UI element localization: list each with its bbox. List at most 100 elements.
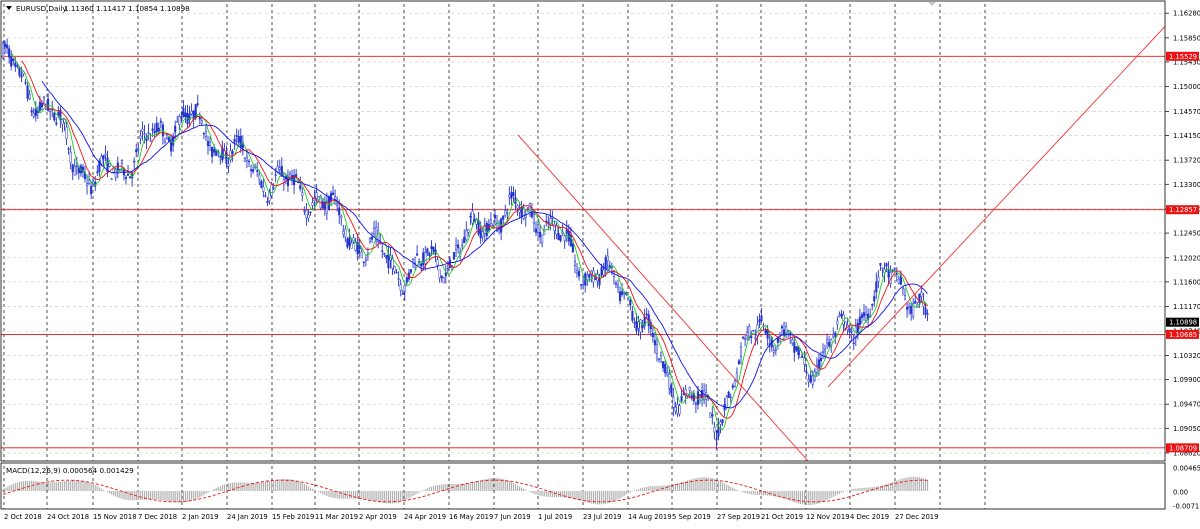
candle-body <box>875 281 878 293</box>
date-tick-label: 23 Jul 2019 <box>583 513 621 521</box>
candle-body <box>807 379 810 382</box>
candle-body <box>491 224 494 227</box>
candle-body <box>147 132 150 134</box>
candle-body <box>571 243 574 253</box>
candle-body <box>344 229 347 238</box>
candle-body <box>895 272 898 275</box>
candle-body <box>81 166 85 173</box>
candle-body <box>750 335 753 339</box>
candle-body <box>405 277 408 283</box>
candle-body <box>71 164 74 172</box>
candle-body <box>783 329 786 335</box>
candle-body <box>432 246 435 252</box>
candle-body <box>742 336 745 339</box>
candle-body <box>557 233 560 240</box>
candle-body <box>809 375 812 383</box>
date-tick-label: 2 Apr 2019 <box>359 513 397 521</box>
candle-body <box>877 276 880 282</box>
date-tick-label: 24 Apr 2019 <box>404 513 446 521</box>
candle-body <box>903 295 907 300</box>
date-tick-label: 21 Oct 2019 <box>761 513 803 521</box>
candle-body <box>174 125 177 133</box>
candle-body <box>530 211 533 218</box>
candle-body <box>600 267 603 276</box>
price-tick-label: 1.09470 <box>1173 401 1200 409</box>
candle-body <box>629 299 632 306</box>
candle-body <box>438 269 441 279</box>
candle-body <box>582 283 585 286</box>
current-price-tag-label: 1.10898 <box>1169 319 1197 327</box>
dropdown-arrow-icon[interactable] <box>6 6 12 10</box>
candle-body <box>606 255 609 262</box>
price-tags: 1.15529 1.12857 1.10685 1.08709 1.10898 <box>1166 51 1199 453</box>
candle-body <box>18 67 21 76</box>
candle-body <box>502 215 505 220</box>
macd-histogram <box>2 476 929 506</box>
price-tick-label: 1.10320 <box>1173 352 1200 360</box>
candle-body <box>780 326 784 329</box>
candle-body <box>28 94 31 99</box>
candle-body <box>553 224 556 232</box>
candle-body <box>90 186 93 195</box>
candle-body <box>34 108 37 117</box>
candle-body <box>110 178 113 180</box>
candle-body <box>106 157 109 172</box>
candle-body <box>266 200 269 204</box>
candle-body <box>49 109 52 112</box>
candle-body <box>190 110 193 115</box>
macd-scale-label: 0.00 <box>1173 489 1188 497</box>
candle-body <box>799 350 802 358</box>
candle-body <box>114 169 117 178</box>
candle-body <box>264 195 267 197</box>
price-tick-label: 1.15000 <box>1173 83 1200 91</box>
candle-body <box>856 323 859 334</box>
candle-body <box>209 142 212 146</box>
candle-body <box>104 153 107 156</box>
candle-body <box>528 203 531 215</box>
candle-body <box>469 216 472 218</box>
candle-body <box>586 274 589 281</box>
candle-body <box>703 390 706 401</box>
candle-body <box>516 205 519 209</box>
price-tick-label: 1.13720 <box>1173 157 1200 165</box>
candle-body <box>803 357 806 365</box>
level-price-tag-label: 1.12857 <box>1169 206 1197 214</box>
candle-body <box>621 291 624 295</box>
candle-body <box>159 120 162 123</box>
candle-body <box>368 238 371 242</box>
horizontal-levels <box>1 55 1165 449</box>
candle-body <box>760 315 763 322</box>
candle-body <box>908 305 911 308</box>
candle-body <box>75 165 78 167</box>
candle-body <box>88 179 91 184</box>
candle-body <box>116 162 119 172</box>
candle-body <box>559 235 562 241</box>
candle-body <box>332 192 335 196</box>
candle-body <box>573 260 577 266</box>
candle-body <box>30 110 33 113</box>
candle-body <box>481 231 484 238</box>
candle-body <box>537 224 540 233</box>
candle-body <box>149 140 152 142</box>
candle-body <box>522 207 525 219</box>
candle-body <box>69 151 72 164</box>
candle-body <box>426 248 429 253</box>
candle-body <box>211 146 214 157</box>
candle-body <box>356 241 359 255</box>
candle-body <box>338 207 341 216</box>
candle-body <box>137 148 140 150</box>
candle-body <box>598 278 601 286</box>
candle-body <box>887 268 890 278</box>
candle-body <box>354 241 357 251</box>
candle-body <box>463 236 466 244</box>
candle-body <box>442 277 445 284</box>
candle-body <box>16 65 19 67</box>
candle-body <box>672 396 675 408</box>
candle-body <box>719 421 722 425</box>
candle-body <box>151 128 154 131</box>
candle-body <box>243 158 246 162</box>
candle-body <box>309 211 312 214</box>
date-tick-label: 24 Oct 2018 <box>47 513 89 521</box>
candle-body <box>40 103 44 108</box>
